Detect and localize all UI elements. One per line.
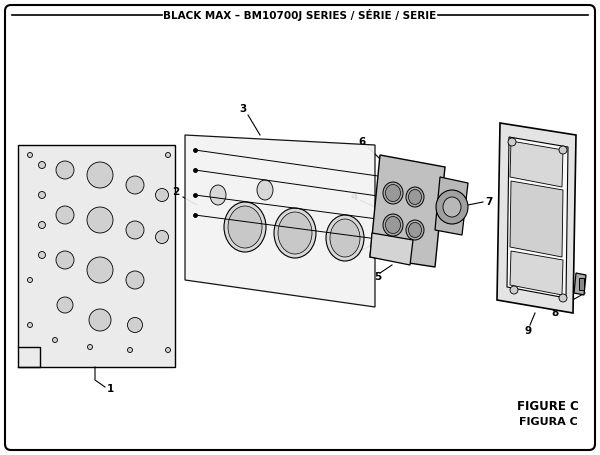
Ellipse shape [126,176,144,194]
Ellipse shape [274,208,316,258]
Ellipse shape [409,222,421,238]
Polygon shape [18,145,175,367]
Ellipse shape [386,217,401,233]
Ellipse shape [278,212,312,254]
Text: 9: 9 [524,326,532,336]
Polygon shape [510,181,563,257]
Ellipse shape [383,214,403,236]
Text: 8: 8 [551,308,559,318]
Text: FIGURA C: FIGURA C [518,417,577,427]
Polygon shape [435,177,468,235]
Ellipse shape [330,219,360,257]
Ellipse shape [128,348,133,353]
Polygon shape [185,135,375,307]
Polygon shape [497,123,576,313]
Ellipse shape [228,206,262,248]
Ellipse shape [57,297,73,313]
Circle shape [508,138,516,146]
Ellipse shape [126,271,144,289]
Ellipse shape [155,231,169,243]
Ellipse shape [406,220,424,240]
Ellipse shape [326,215,364,261]
Bar [579,278,584,290]
Ellipse shape [56,206,74,224]
Ellipse shape [87,162,113,188]
Polygon shape [507,137,568,298]
Ellipse shape [126,221,144,239]
Text: 6: 6 [358,137,365,147]
Ellipse shape [443,197,461,217]
Ellipse shape [386,184,401,202]
Ellipse shape [88,344,92,349]
Ellipse shape [406,187,424,207]
Circle shape [559,294,567,302]
Ellipse shape [89,309,111,331]
Polygon shape [370,233,413,265]
Ellipse shape [53,338,58,343]
Ellipse shape [28,323,32,328]
Ellipse shape [210,185,226,205]
Ellipse shape [166,348,170,353]
Polygon shape [510,141,563,187]
Text: BLACK MAX – BM10700J SERIES / SÉRIE / SERIE: BLACK MAX – BM10700J SERIES / SÉRIE / SE… [163,9,437,21]
Ellipse shape [38,192,46,198]
Ellipse shape [38,162,46,168]
Text: 5: 5 [374,272,382,282]
Text: 1: 1 [106,384,113,394]
Ellipse shape [38,252,46,258]
Ellipse shape [56,161,74,179]
Ellipse shape [56,251,74,269]
Polygon shape [574,273,586,295]
Text: 7: 7 [485,197,493,207]
Ellipse shape [87,257,113,283]
Ellipse shape [166,152,170,157]
Ellipse shape [383,182,403,204]
Ellipse shape [224,202,266,252]
Text: 3: 3 [239,104,247,114]
Circle shape [510,286,518,294]
Circle shape [559,146,567,154]
Text: 2: 2 [172,187,179,197]
Text: 5: 5 [353,248,361,258]
Polygon shape [370,155,445,267]
Ellipse shape [128,318,143,333]
Ellipse shape [87,207,113,233]
Ellipse shape [257,180,273,200]
Polygon shape [510,251,563,295]
Text: 4: 4 [350,192,358,202]
Ellipse shape [155,188,169,202]
Ellipse shape [436,190,468,224]
Ellipse shape [28,278,32,283]
Ellipse shape [409,189,421,204]
Text: FIGURE C: FIGURE C [517,400,579,414]
Ellipse shape [38,222,46,228]
Ellipse shape [28,152,32,157]
